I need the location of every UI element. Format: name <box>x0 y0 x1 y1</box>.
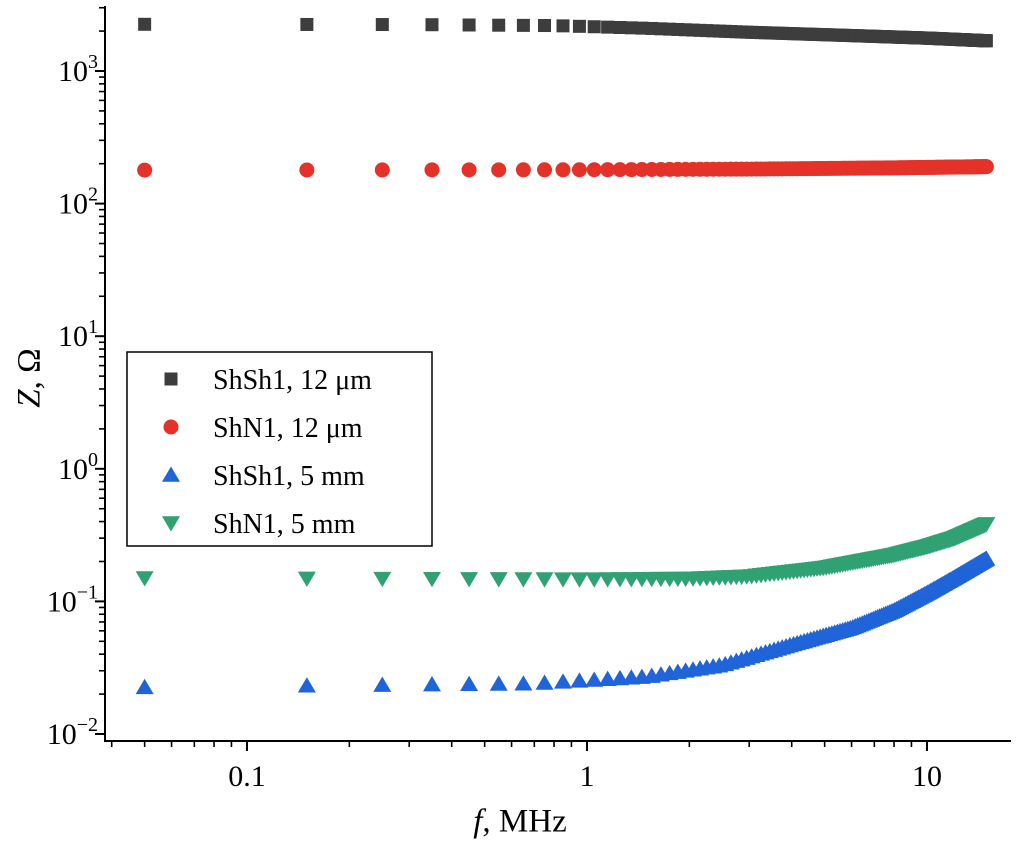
data-point <box>570 572 589 588</box>
data-point <box>555 162 571 178</box>
data-point <box>535 572 554 588</box>
data-point <box>570 672 589 688</box>
legend-box <box>126 351 433 547</box>
data-point <box>374 162 390 178</box>
data-point <box>624 21 638 35</box>
data-point <box>979 34 993 48</box>
data-point <box>515 162 531 178</box>
data-point <box>554 673 573 689</box>
data-point <box>600 162 616 178</box>
data-point <box>978 159 994 175</box>
data-point <box>572 19 586 33</box>
series-triangle-up <box>135 550 996 695</box>
data-point <box>977 517 996 533</box>
data-point <box>514 572 533 588</box>
series-circle <box>137 159 994 178</box>
data-point <box>460 572 479 588</box>
y-tick-label: 10−2 <box>47 714 98 751</box>
data-point <box>137 162 153 178</box>
data-point <box>425 18 439 32</box>
data-point <box>571 162 587 178</box>
data-point <box>610 572 629 588</box>
data-point <box>299 162 315 178</box>
y-axis-label: Z, Ω <box>12 348 49 407</box>
y-tick-label: 100 <box>58 449 98 486</box>
data-point <box>598 572 617 588</box>
series-square <box>138 17 993 48</box>
legend-label: ShSh1, 12 μm <box>213 365 372 396</box>
data-point <box>635 21 649 35</box>
data-point <box>601 20 615 34</box>
data-point <box>162 466 180 482</box>
data-point <box>491 162 507 178</box>
data-point <box>297 571 316 587</box>
x-tick-label: 1 <box>580 760 595 793</box>
data-point <box>462 18 476 32</box>
y-axis-label-unit: , Ω <box>11 348 48 390</box>
data-point <box>613 20 627 34</box>
data-point <box>623 162 639 178</box>
data-point <box>489 675 508 691</box>
data-point <box>516 18 530 32</box>
legend-label: ShSh1, 5 mm <box>213 461 365 492</box>
x-axis-label-symbol: f <box>473 803 483 840</box>
data-point <box>424 162 440 178</box>
data-point <box>585 671 604 687</box>
data-point <box>598 670 617 686</box>
data-point <box>373 571 392 588</box>
x-axis-label-unit: , MHz <box>482 803 567 840</box>
x-axis-label: f, MHz <box>473 804 567 841</box>
data-point <box>977 550 996 566</box>
data-point <box>375 18 389 32</box>
legend-label: ShN1, 12 μm <box>213 413 363 444</box>
x-tick-label: 10 <box>912 760 942 793</box>
legend-label: ShN1, 5 mm <box>213 509 356 540</box>
data-point <box>554 572 573 588</box>
y-tick-label: 101 <box>58 316 98 353</box>
data-point <box>585 572 604 588</box>
data-point <box>297 677 316 693</box>
data-point <box>422 572 441 588</box>
data-point <box>514 675 533 691</box>
data-point <box>138 17 152 31</box>
data-point <box>586 162 602 178</box>
y-tick-label: 103 <box>58 51 98 88</box>
data-point <box>538 19 552 33</box>
data-point <box>612 162 628 178</box>
data-point <box>489 572 508 588</box>
y-tick-label: 10−1 <box>47 581 98 618</box>
x-tick-label: 0.1 <box>228 760 266 793</box>
data-point <box>537 162 553 178</box>
data-point <box>587 20 601 34</box>
data-point <box>373 676 392 692</box>
series-triangle-down <box>135 517 996 588</box>
data-point <box>535 674 554 690</box>
data-point <box>461 162 477 178</box>
data-point <box>162 516 180 532</box>
data-point <box>164 372 178 386</box>
y-axis-label-symbol: Z <box>11 389 48 408</box>
data-point <box>422 676 441 692</box>
data-point <box>556 19 570 33</box>
data-point <box>460 675 479 692</box>
data-point <box>492 18 506 32</box>
data-point <box>135 678 154 695</box>
data-point <box>163 419 179 435</box>
data-point <box>135 571 154 587</box>
data-point <box>300 17 314 31</box>
y-tick-label: 102 <box>58 184 98 221</box>
